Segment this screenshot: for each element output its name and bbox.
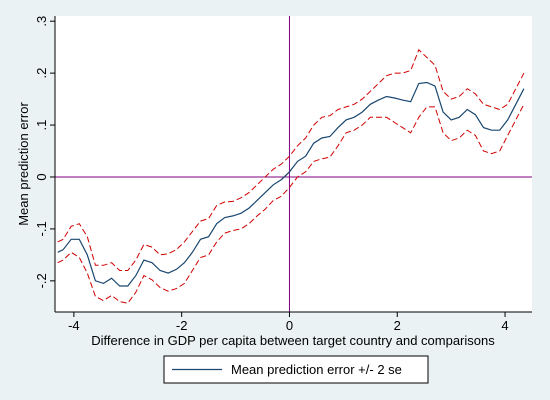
y-tick-label: .1 — [34, 120, 49, 131]
x-tick-label: 4 — [501, 318, 508, 333]
x-ticks: -4 -2 0 2 4 — [68, 312, 509, 333]
series-group — [57, 48, 525, 304]
legend-label: Mean prediction error +/- 2 se — [231, 362, 402, 377]
series-upper-line — [57, 48, 525, 271]
plot-area — [55, 16, 532, 312]
legend: Mean prediction error +/- 2 se — [163, 355, 429, 384]
x-axis-label: Difference in GDP per capita between tar… — [91, 333, 495, 348]
y-tick-label: -.1 — [34, 221, 49, 236]
x-tick-label: 2 — [394, 318, 401, 333]
x-tick-label: -4 — [68, 318, 80, 333]
series-mean-line — [57, 81, 525, 287]
axes — [54, 16, 532, 313]
y-tick-label: -.2 — [34, 273, 49, 288]
y-tick-label: .2 — [34, 68, 49, 79]
y-axis-label: Mean prediction error — [16, 102, 31, 226]
x-tick-label: -2 — [176, 318, 188, 333]
y-tick-label: 0 — [34, 173, 49, 180]
x-tick-label: 0 — [286, 318, 293, 333]
y-ticks: -.2 -.1 0 .1 .2 .3 — [34, 16, 55, 288]
reference-lines — [55, 16, 532, 312]
y-tick-label: .3 — [34, 16, 49, 27]
series-lower-line — [57, 104, 525, 304]
